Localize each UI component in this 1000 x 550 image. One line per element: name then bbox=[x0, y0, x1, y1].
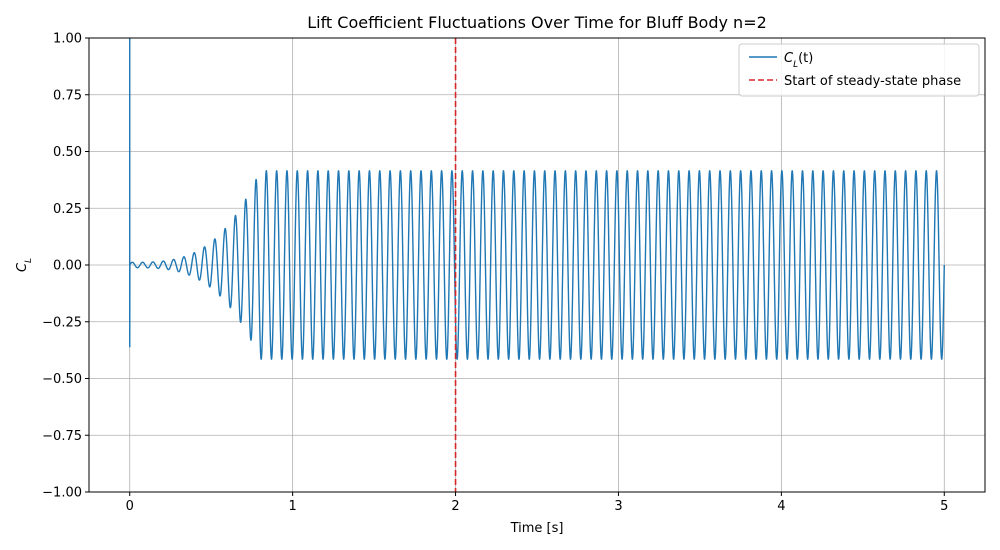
y-tick-label: 0.00 bbox=[53, 259, 82, 274]
series-line-cl bbox=[129, 38, 945, 360]
legend-label-steady-state: Start of steady-state phase bbox=[784, 74, 961, 89]
y-tick-label: −0.25 bbox=[42, 315, 82, 330]
x-tick-label: 5 bbox=[940, 499, 948, 514]
x-tick-label: 4 bbox=[777, 499, 785, 514]
chart-title: Lift Coefficient Fluctuations Over Time … bbox=[307, 13, 767, 32]
series-layer bbox=[129, 38, 945, 492]
y-tick-label: −1.00 bbox=[42, 486, 82, 501]
x-tick-label: 0 bbox=[126, 499, 134, 514]
x-axis-label: Time [s] bbox=[510, 521, 564, 536]
x-tick-label: 1 bbox=[288, 499, 296, 514]
y-tick-label: 0.25 bbox=[53, 202, 82, 217]
legend-label-cl: CL(t) bbox=[784, 51, 813, 70]
legend: CL(t) Start of steady-state phase bbox=[738, 43, 980, 97]
x-axis-ticks: 0 1 2 3 4 5 bbox=[126, 492, 948, 514]
y-axis-ticks: −1.00 −0.75 −0.50 −0.25 0.00 0.25 0.50 0.75 1.00 bbox=[42, 32, 89, 501]
y-tick-label: 1.00 bbox=[53, 32, 82, 47]
x-tick-label: 2 bbox=[451, 499, 459, 514]
y-tick-label: −0.50 bbox=[42, 372, 82, 387]
y-tick-label: −0.75 bbox=[42, 429, 82, 444]
x-tick-label: 3 bbox=[614, 499, 622, 514]
y-tick-label: 0.75 bbox=[53, 88, 82, 103]
plot-area bbox=[129, 38, 945, 492]
legend-box bbox=[738, 43, 980, 97]
y-tick-label: 0.50 bbox=[53, 145, 82, 160]
